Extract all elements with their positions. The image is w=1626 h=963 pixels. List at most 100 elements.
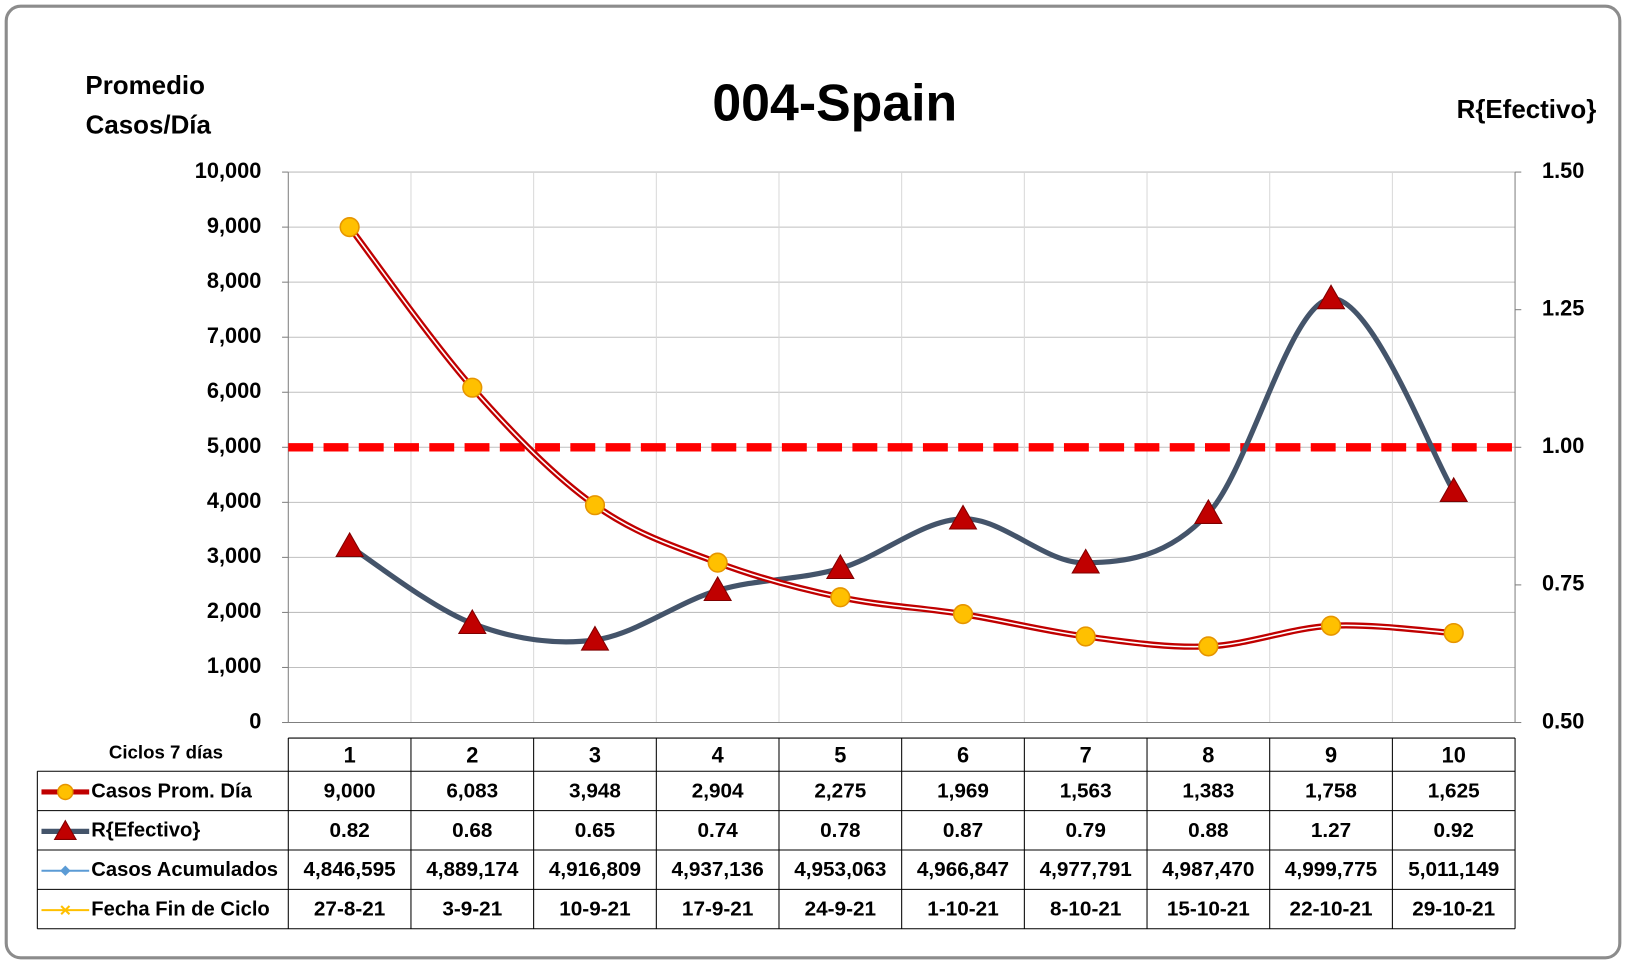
y2-tick-label: 0.75 <box>1542 571 1584 596</box>
table-cell: 9,000 <box>324 779 376 802</box>
table-cell: 0.65 <box>575 819 615 842</box>
table-cell: 4,977,791 <box>1040 858 1132 881</box>
chart-border <box>4 4 1622 960</box>
table-cell: 5,011,149 <box>1408 858 1499 881</box>
table-cell: 0.92 <box>1434 819 1474 842</box>
y-tick-label: 5,000 <box>207 433 261 458</box>
table-cell: 15-10-21 <box>1167 898 1250 921</box>
data-point <box>1439 476 1469 502</box>
table-cell: 0.87 <box>943 819 983 842</box>
x-tick-label: 9 <box>1325 742 1337 767</box>
table-cell: 8-10-21 <box>1050 898 1121 921</box>
y2-tick-label: 1.50 <box>1542 158 1584 183</box>
y-tick-label: 7,000 <box>207 323 261 348</box>
data-point <box>1198 636 1219 657</box>
table-cell: 0.68 <box>452 819 492 842</box>
data-point <box>1193 498 1223 524</box>
table-cell: 0.82 <box>329 819 369 842</box>
line-series-highlight <box>349 226 1454 648</box>
data-point <box>1443 622 1464 644</box>
table-cell: 1,969 <box>937 779 989 802</box>
y-axis-label: Casos/Día <box>86 111 212 139</box>
y-tick-label: 9,000 <box>207 213 261 238</box>
x-axis-label: Ciclos 7 días <box>109 742 223 763</box>
data-point <box>580 625 610 651</box>
table-cell: 27-8-21 <box>314 898 385 921</box>
legend-marker <box>60 865 71 876</box>
data-point <box>1075 626 1096 647</box>
table-cell: 6,083 <box>446 779 498 802</box>
x-tick-label: 3 <box>589 742 601 767</box>
table-cell: 4,987,470 <box>1162 858 1254 881</box>
table-cell: 1.27 <box>1311 819 1351 842</box>
y2-tick-label: 0.50 <box>1542 708 1584 733</box>
table-cell: 4,889,174 <box>426 858 519 881</box>
data-point <box>1320 615 1342 636</box>
data-point <box>707 552 728 573</box>
y-tick-label: 4,000 <box>207 488 261 513</box>
x-tick-label: 6 <box>957 742 969 767</box>
table-cell: 24-9-21 <box>805 898 876 921</box>
data-point <box>339 217 360 238</box>
table-cell: 4,953,063 <box>794 858 886 881</box>
x-tick-label: 2 <box>466 742 478 767</box>
table-cell: 2,904 <box>692 779 744 802</box>
data-point <box>1316 284 1346 310</box>
chart-title: 004-Spain <box>712 73 957 131</box>
y-axis-label: Promedio <box>85 72 205 100</box>
table-cell: 4,916,809 <box>549 858 641 881</box>
table-cell: 3-9-21 <box>442 898 502 921</box>
table-cell: 4,846,595 <box>304 858 396 881</box>
y-tick-label: 2,000 <box>207 598 261 623</box>
table-cell: 22-10-21 <box>1290 898 1373 921</box>
legend-label: Fecha Fin de Ciclo <box>91 898 270 920</box>
legend-label: R{Efectivo} <box>91 820 200 842</box>
table-cell: 1,563 <box>1060 779 1112 802</box>
x-tick-label: 10 <box>1442 742 1466 767</box>
data-point <box>703 575 733 602</box>
table-cell: 0.74 <box>697 819 738 842</box>
legend-label: Casos Acumulados <box>91 859 278 881</box>
table-cell: 4,999,775 <box>1285 858 1377 881</box>
y2-axis-label: R{Efectivo} <box>1457 96 1597 124</box>
data-point <box>825 553 855 580</box>
legend-marker <box>57 783 74 801</box>
table-cell: 0.79 <box>1066 819 1106 842</box>
y-tick-label: 0 <box>249 708 261 733</box>
data-point <box>335 531 364 557</box>
data-point <box>584 495 606 516</box>
data-point <box>830 587 851 608</box>
legend-marker <box>53 819 78 840</box>
table-cell: 4,966,847 <box>917 858 1009 881</box>
y-tick-label: 8,000 <box>207 268 261 293</box>
table-cell: 4,937,136 <box>672 858 764 881</box>
x-tick-label: 8 <box>1202 742 1214 767</box>
table-cell: 1-10-21 <box>927 898 998 921</box>
table-cell: 0.78 <box>820 819 860 842</box>
table-cell: 1,758 <box>1305 779 1357 802</box>
data-point <box>457 608 487 635</box>
table-cell: 10-9-21 <box>559 898 630 921</box>
data-point <box>948 504 978 530</box>
y-tick-label: 3,000 <box>207 543 261 568</box>
x-tick-label: 7 <box>1080 742 1092 767</box>
x-tick-label: 5 <box>834 742 846 767</box>
x-tick-label: 4 <box>712 742 724 767</box>
data-point <box>952 604 974 625</box>
x-tick-label: 1 <box>344 742 356 767</box>
line-series <box>348 296 1456 645</box>
chart-body: 004-Spain Promedio Casos/Día R{Efectivo}… <box>4 4 1622 960</box>
y2-tick-label: 1.00 <box>1542 433 1584 458</box>
y-tick-label: 1,000 <box>207 653 261 678</box>
table-cell: 29-10-21 <box>1412 898 1495 921</box>
table-cell: 0.88 <box>1188 819 1228 842</box>
legend-marker <box>60 905 71 916</box>
data-point <box>462 377 483 398</box>
y-tick-label: 6,000 <box>207 378 261 403</box>
table-cell: 1,625 <box>1428 779 1480 802</box>
data-point <box>1071 548 1101 574</box>
table-cell: 17-9-21 <box>682 898 753 921</box>
table-cell: 3,948 <box>569 779 621 802</box>
